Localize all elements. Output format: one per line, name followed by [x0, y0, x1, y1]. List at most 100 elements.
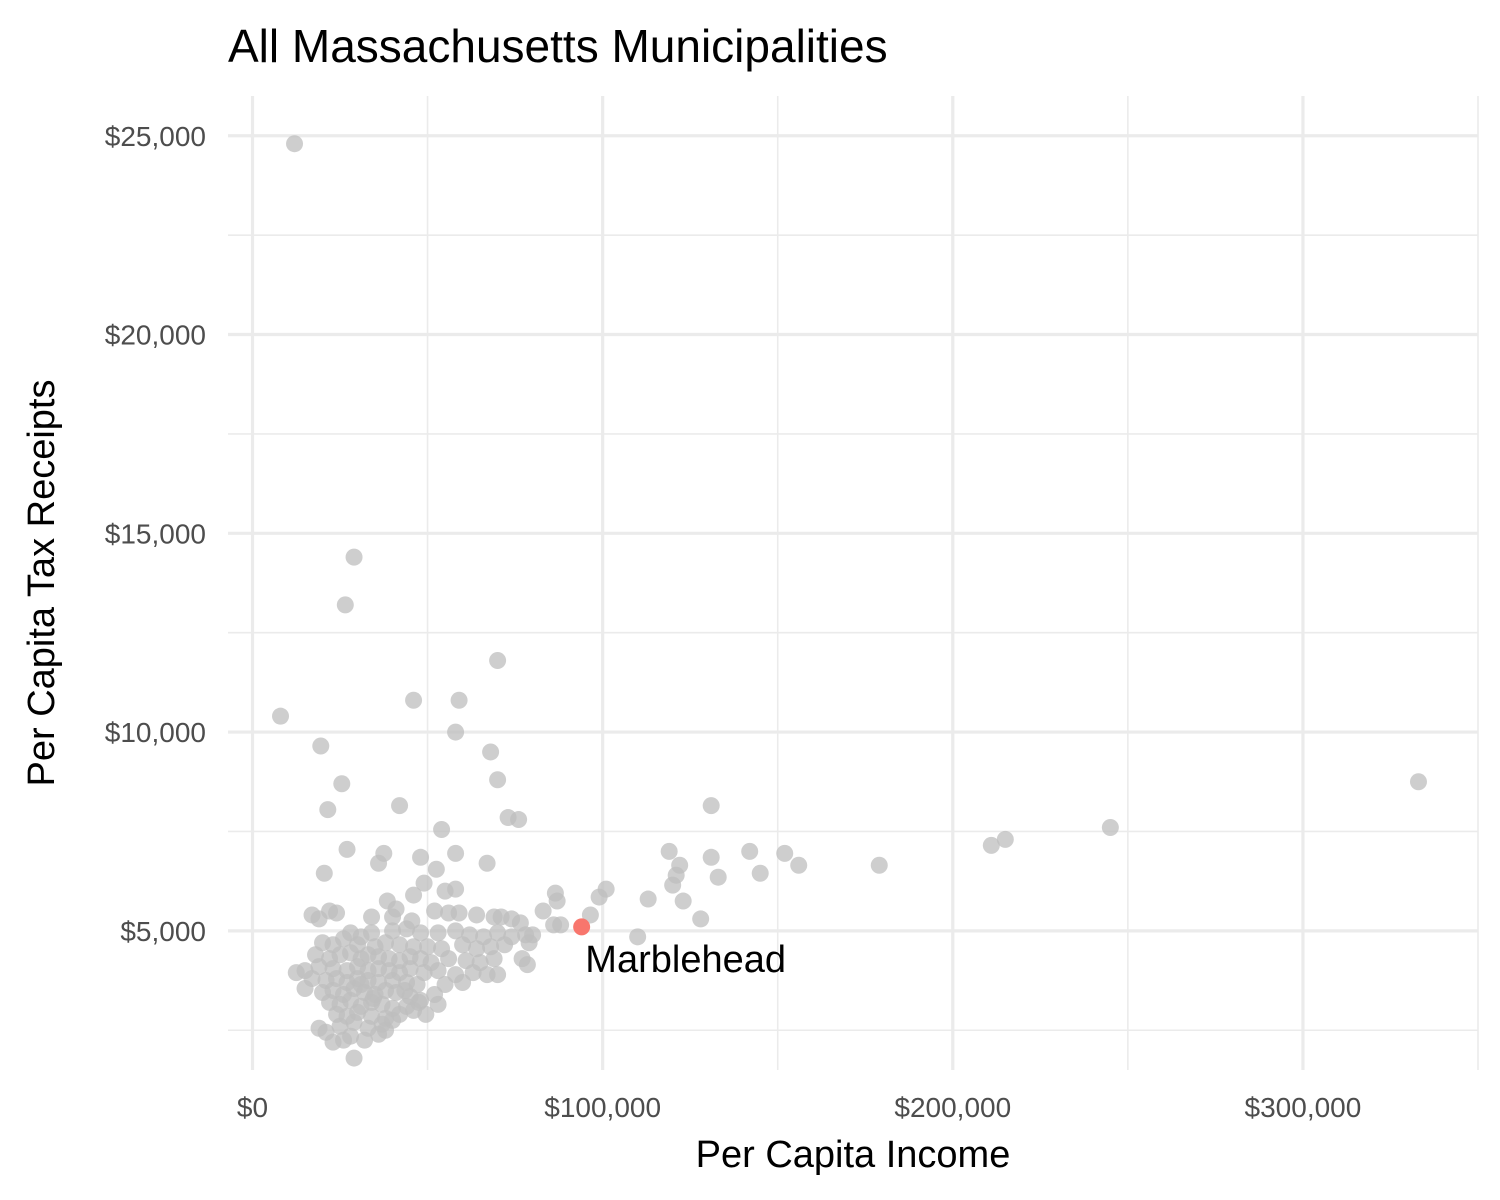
data-point [429, 924, 447, 942]
x-tick-label: $300,000 [1245, 1092, 1362, 1123]
data-point [702, 797, 720, 815]
data-point [352, 976, 370, 994]
data-point [396, 981, 414, 999]
y-tick-label: $5,000 [120, 916, 206, 947]
data-point [345, 1013, 363, 1031]
data-point [412, 848, 430, 866]
data-point [405, 886, 423, 904]
data-point [450, 691, 468, 709]
data-point [667, 866, 685, 884]
data-point [1409, 773, 1427, 791]
data-point [338, 840, 356, 858]
data-point [1101, 818, 1119, 836]
data-point [335, 930, 353, 948]
y-tick-label: $15,000 [105, 518, 206, 549]
x-tick-label: $100,000 [544, 1092, 661, 1123]
data-point [447, 922, 465, 940]
data-point [398, 920, 416, 938]
data-point [982, 836, 1000, 854]
data-point [790, 856, 808, 874]
data-point [363, 908, 381, 926]
y-tick-label: $25,000 [105, 121, 206, 152]
data-point [335, 1031, 353, 1049]
data-point [391, 936, 409, 954]
data-point [468, 940, 486, 958]
data-point [454, 936, 472, 954]
data-point [286, 135, 304, 153]
data-point [597, 880, 615, 898]
data-point [415, 874, 433, 892]
data-point [489, 771, 507, 789]
data-point [429, 995, 447, 1013]
data-point [405, 691, 423, 709]
data-point [518, 956, 536, 974]
data-point [489, 966, 507, 984]
data-point [412, 924, 430, 942]
data-point [429, 962, 447, 980]
data-point [272, 707, 290, 725]
data-point [345, 548, 363, 566]
data-points [272, 135, 1427, 1067]
data-point [692, 910, 710, 928]
data-point [401, 960, 419, 978]
data-point [660, 842, 678, 860]
highlight-label: Marblehead [585, 939, 786, 981]
data-point [370, 854, 388, 872]
data-point [364, 989, 382, 1007]
data-point [333, 775, 351, 793]
data-point [450, 904, 468, 922]
data-point [548, 892, 566, 910]
data-point [312, 737, 330, 755]
data-point [702, 848, 720, 866]
y-axis-ticks: $5,000 $10,000 $15,000 $20,000 $25,000 [105, 121, 206, 947]
data-point [581, 906, 599, 924]
data-point [709, 868, 727, 886]
data-point [321, 902, 339, 920]
y-tick-label: $10,000 [105, 717, 206, 748]
data-point [996, 830, 1014, 848]
x-axis-ticks: $0 $100,000 $200,000 $300,000 [237, 1092, 1361, 1123]
data-point [674, 892, 692, 910]
data-point [776, 844, 794, 862]
data-point [870, 856, 888, 874]
data-point [363, 924, 381, 942]
highlight-group: Marblehead [573, 918, 786, 981]
data-point [485, 950, 503, 968]
data-point [384, 908, 402, 926]
data-point [426, 902, 444, 920]
data-point [478, 854, 496, 872]
data-point [410, 993, 428, 1011]
data-point [287, 964, 305, 982]
data-point [741, 842, 759, 860]
data-point [436, 882, 454, 900]
data-point [384, 1011, 402, 1029]
data-point [629, 928, 647, 946]
data-point [427, 860, 445, 878]
highlight-point [573, 918, 591, 936]
data-point [377, 934, 395, 952]
data-point [482, 743, 500, 761]
data-point [454, 974, 472, 992]
data-point [336, 596, 354, 614]
data-point [496, 936, 514, 954]
data-point [296, 980, 314, 998]
data-point [545, 916, 563, 934]
data-point [639, 890, 657, 908]
data-point [489, 652, 507, 670]
data-point [356, 1031, 374, 1049]
data-point [520, 934, 538, 952]
data-point [315, 864, 333, 882]
data-point [447, 723, 465, 741]
data-point [751, 864, 769, 882]
data-point [391, 797, 409, 815]
chart-title: All Massachusetts Municipalities [228, 20, 888, 72]
y-tick-label: $20,000 [105, 320, 206, 351]
data-point [319, 801, 337, 819]
x-tick-label: $0 [237, 1092, 268, 1123]
data-point [433, 820, 451, 838]
data-point [440, 950, 458, 968]
data-point [468, 906, 486, 924]
data-point [534, 902, 552, 920]
x-axis-title: Per Capita Income [696, 1134, 1011, 1176]
